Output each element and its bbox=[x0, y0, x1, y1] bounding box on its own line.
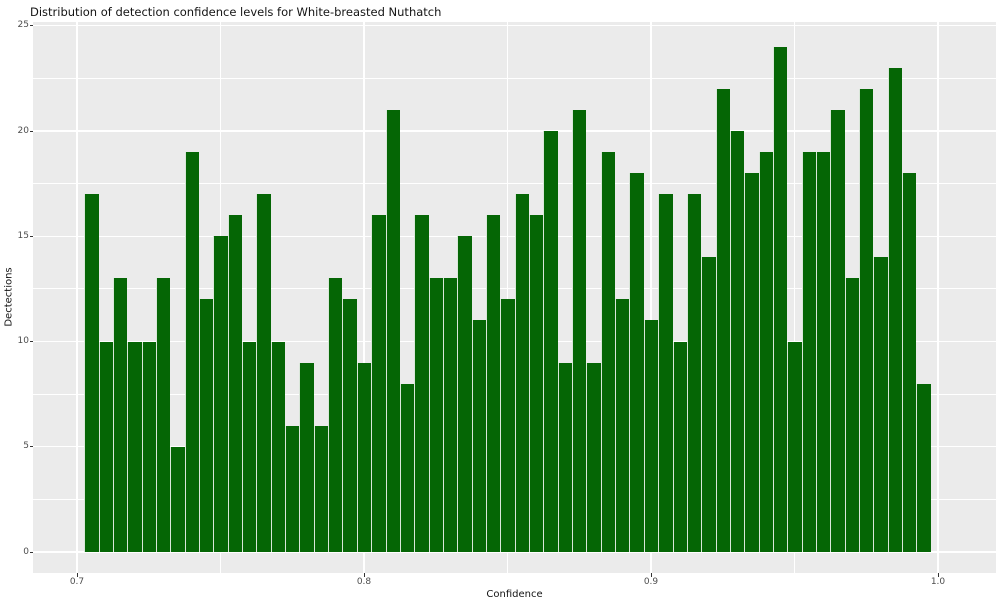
y-major-gridline bbox=[33, 25, 996, 27]
y-tick-label: 0 bbox=[23, 546, 29, 557]
histogram-bar bbox=[744, 173, 759, 552]
y-major-gridline bbox=[33, 130, 996, 132]
histogram-bar bbox=[356, 362, 372, 552]
y-tick-mark bbox=[29, 341, 33, 342]
histogram-bar bbox=[98, 341, 113, 552]
histogram-bar bbox=[586, 362, 601, 552]
histogram-bar bbox=[313, 425, 329, 552]
histogram-bar bbox=[615, 299, 630, 552]
histogram-bar bbox=[787, 341, 802, 552]
histogram-bar bbox=[830, 109, 845, 552]
histogram-bar bbox=[399, 383, 415, 552]
histogram-bar bbox=[500, 299, 515, 552]
y-major-gridline bbox=[33, 551, 996, 553]
x-minor-gridline bbox=[507, 22, 508, 573]
histogram-bar bbox=[227, 215, 243, 552]
histogram-bar bbox=[442, 278, 458, 552]
y-tick-label: 10 bbox=[17, 336, 29, 346]
histogram-bar bbox=[873, 257, 888, 552]
histogram-bar bbox=[801, 152, 817, 552]
histogram-bar bbox=[600, 152, 616, 552]
x-tick-label: 0.7 bbox=[69, 577, 85, 587]
histogram-bar bbox=[816, 152, 831, 552]
histogram-bar bbox=[844, 278, 860, 552]
histogram-bar bbox=[557, 362, 573, 552]
y-tick-mark bbox=[29, 551, 33, 553]
y-tick-label: 5 bbox=[23, 441, 29, 452]
x-tick-mark bbox=[363, 573, 365, 577]
histogram-bar bbox=[328, 278, 343, 552]
histogram-bar bbox=[887, 67, 903, 552]
histogram-bar bbox=[141, 341, 156, 552]
histogram-bar bbox=[629, 173, 644, 552]
histogram-bar bbox=[184, 152, 199, 552]
x-tick-mark bbox=[650, 573, 652, 577]
histogram-bar bbox=[902, 173, 917, 552]
y-tick-mark bbox=[29, 235, 33, 237]
histogram-bar bbox=[285, 425, 300, 552]
y-axis-title: Dectections bbox=[3, 267, 15, 327]
histogram-bar bbox=[859, 88, 874, 552]
histogram-bar bbox=[701, 257, 716, 552]
y-minor-gridline bbox=[33, 77, 996, 79]
y-minor-gridline bbox=[33, 288, 996, 290]
histogram-bar bbox=[84, 194, 99, 552]
histogram-bar bbox=[686, 194, 702, 552]
plot-panel bbox=[33, 22, 996, 573]
histogram-bar bbox=[213, 236, 228, 552]
histogram-bar bbox=[772, 46, 788, 552]
histogram-bar bbox=[543, 131, 558, 552]
histogram-bar bbox=[916, 383, 931, 552]
histogram-bar bbox=[112, 278, 128, 552]
y-tick-label: 25 bbox=[17, 20, 29, 31]
x-tick-label: 0.9 bbox=[643, 577, 659, 587]
histogram-bar bbox=[428, 278, 443, 552]
histogram-bar bbox=[643, 320, 659, 552]
histogram-bar bbox=[299, 362, 314, 552]
histogram-bar bbox=[414, 215, 429, 552]
x-tick-label: 1.0 bbox=[930, 577, 946, 587]
histogram-bar bbox=[514, 194, 530, 552]
histogram-bar bbox=[371, 215, 386, 552]
x-major-gridline bbox=[650, 22, 652, 573]
histogram-bar bbox=[758, 152, 773, 552]
x-tick-mark bbox=[937, 573, 939, 577]
histogram-bar bbox=[529, 215, 544, 552]
histogram-bar bbox=[270, 341, 286, 552]
y-tick-label: 15 bbox=[17, 230, 29, 241]
x-tick-mark bbox=[76, 573, 78, 577]
chart-title: Distribution of detection confidence lev… bbox=[30, 5, 442, 19]
y-tick-label: 20 bbox=[17, 125, 29, 136]
x-major-gridline bbox=[76, 22, 78, 573]
y-minor-gridline bbox=[33, 183, 996, 185]
histogram-bar bbox=[485, 215, 501, 552]
histogram-bar bbox=[242, 341, 257, 552]
x-minor-gridline bbox=[794, 22, 795, 573]
histogram-bar bbox=[457, 236, 472, 552]
x-major-gridline bbox=[937, 22, 939, 573]
y-tick-mark bbox=[29, 130, 33, 132]
histogram-bar bbox=[658, 194, 673, 552]
histogram-bar bbox=[342, 299, 357, 552]
y-major-gridline bbox=[33, 235, 996, 237]
histogram-bar bbox=[672, 341, 687, 552]
histogram-bar bbox=[155, 278, 171, 552]
x-tick-label: 0.8 bbox=[356, 577, 372, 587]
histogram-bar bbox=[256, 194, 271, 552]
y-tick-mark bbox=[29, 25, 33, 27]
histogram-bar bbox=[715, 88, 730, 552]
x-major-gridline bbox=[363, 22, 365, 573]
histogram-bar bbox=[572, 109, 587, 552]
histogram-bar bbox=[127, 341, 142, 552]
histogram-bar bbox=[385, 109, 400, 552]
histogram-bar bbox=[729, 131, 745, 552]
y-tick-mark bbox=[29, 446, 33, 448]
histogram-bar bbox=[198, 299, 214, 552]
histogram-bar bbox=[471, 320, 486, 552]
x-axis-title: Confidence bbox=[486, 589, 543, 600]
histogram-bar bbox=[170, 446, 185, 552]
